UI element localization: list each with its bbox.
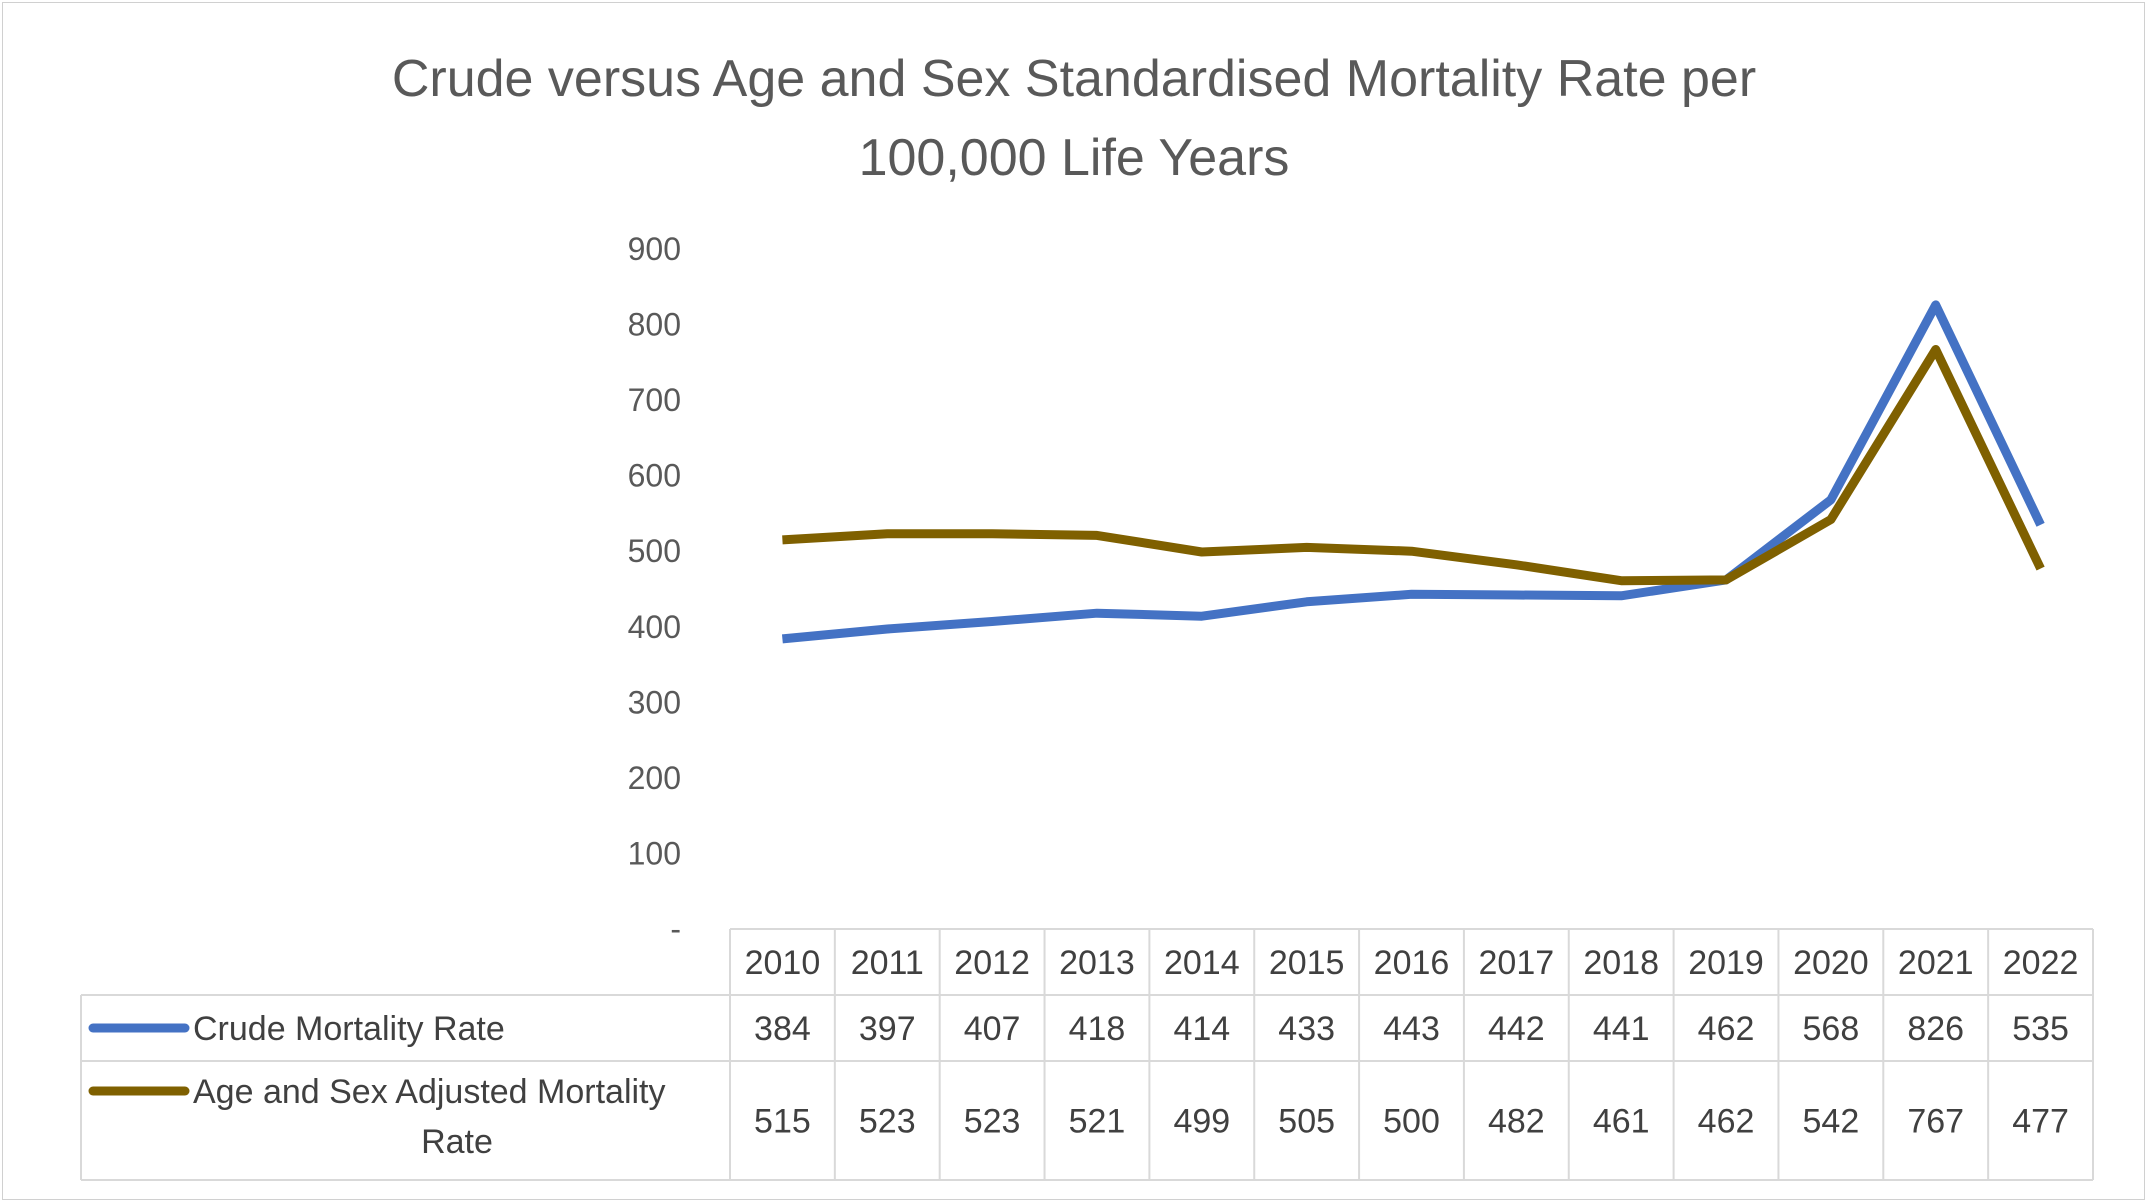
data-label: 462	[1698, 1103, 1755, 1141]
x-tick-label: 2015	[1269, 944, 1345, 982]
data-label: 542	[1803, 1103, 1860, 1141]
data-table: 2010 2011 2012 2013 2014 2015 2016 2017 2018 2019…	[80, 928, 2094, 1181]
y-tick-label: 400	[628, 609, 681, 645]
data-label: 461	[1593, 1103, 1650, 1141]
data-label: 482	[1488, 1103, 1545, 1141]
y-tick-label: 300	[628, 684, 681, 720]
y-tick-label: 900	[628, 231, 681, 267]
data-label: 568	[1803, 1010, 1860, 1048]
series-line-2	[782, 345, 2045, 586]
x-tick-label: 2012	[954, 944, 1030, 982]
data-label: 407	[964, 1010, 1021, 1048]
plot-area	[781, 300, 2045, 644]
data-label: 441	[1593, 1010, 1650, 1048]
x-tick-label: 2010	[745, 944, 821, 982]
x-tick-label: 2021	[1898, 944, 1974, 982]
data-label: 418	[1069, 1010, 1126, 1048]
data-label: 433	[1278, 1010, 1335, 1048]
data-label: 767	[1907, 1103, 1964, 1141]
data-label: 462	[1698, 1010, 1755, 1048]
data-label: 523	[964, 1103, 1021, 1141]
x-tick-label: 2014	[1164, 944, 1240, 982]
legend-label: Crude Mortality Rate	[193, 1010, 505, 1048]
data-label: 397	[859, 1010, 916, 1048]
data-label: 826	[1907, 1010, 1964, 1048]
data-label: 523	[859, 1103, 916, 1141]
data-label: 500	[1383, 1103, 1440, 1141]
x-tick-label: 2011	[851, 944, 924, 982]
y-tick-label: 600	[628, 458, 681, 494]
y-tick-label: -	[670, 911, 681, 947]
x-tick-label: 2018	[1583, 944, 1659, 982]
chart-title-line-2: 100,000 Life Years	[859, 129, 1290, 187]
x-tick-label: 2022	[2003, 944, 2079, 982]
y-tick-label: 500	[628, 533, 681, 569]
data-label: 414	[1173, 1010, 1230, 1048]
y-tick-label: 800	[628, 307, 681, 343]
x-tick-label: 2013	[1059, 944, 1135, 982]
x-tick-label: 2020	[1793, 944, 1869, 982]
data-label: 477	[2012, 1103, 2069, 1141]
data-label: 384	[754, 1010, 811, 1048]
data-label: 505	[1278, 1103, 1335, 1141]
y-axis: - 100 200 300 400 500 600 700 800 900	[628, 231, 681, 947]
x-tick-label: 2017	[1479, 944, 1555, 982]
legend-label: Age and Sex Adjusted Mortality	[193, 1073, 666, 1111]
x-tick-label: 2016	[1374, 944, 1450, 982]
data-label: 443	[1383, 1010, 1440, 1048]
y-tick-label: 700	[628, 382, 681, 418]
data-label: 515	[754, 1103, 811, 1141]
series-line-1	[781, 300, 2045, 644]
data-label: 442	[1488, 1010, 1545, 1048]
x-tick-label: 2019	[1688, 944, 1764, 982]
legend-label: Rate	[421, 1123, 493, 1161]
y-tick-label: 200	[628, 760, 681, 796]
chart-title-line-1: Crude versus Age and Sex Standardised Mo…	[392, 50, 1756, 108]
data-label: 521	[1069, 1103, 1126, 1141]
y-tick-label: 100	[628, 835, 681, 871]
data-label: 535	[2012, 1010, 2069, 1048]
line-chart: Crude versus Age and Sex Standardised Mo…	[80, 50, 2094, 1181]
data-label: 499	[1173, 1103, 1230, 1141]
